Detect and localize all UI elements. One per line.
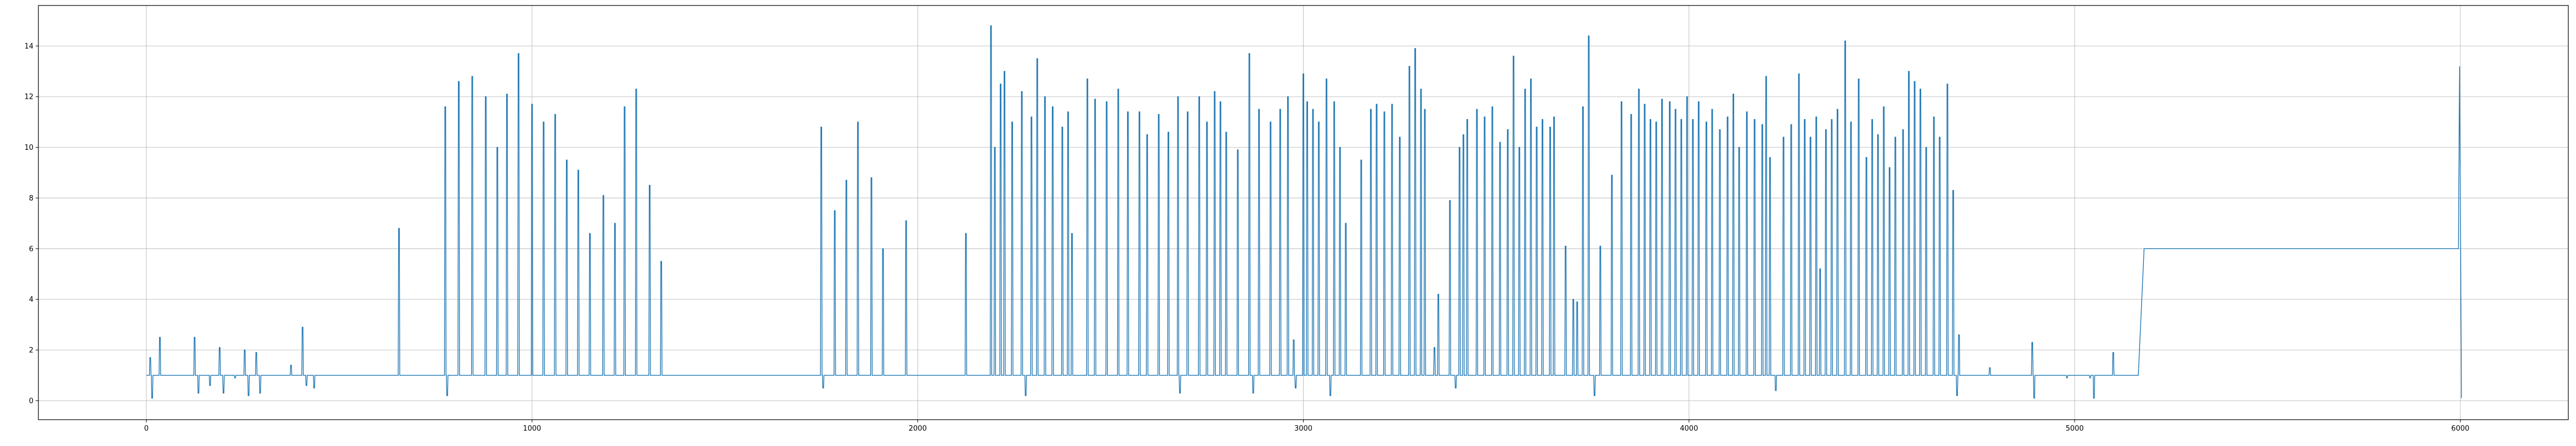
series-line: [146, 25, 2462, 399]
y-tick-label: 2: [29, 347, 33, 355]
axis-ticks: 0 1000 2000 3000 4000 5000 6000 0 2 4 6 8 10 12 14: [24, 42, 2469, 433]
grid-lines: [38, 5, 2568, 420]
y-tick-label: 10: [24, 144, 33, 152]
x-tick-label: 5000: [2065, 425, 2084, 433]
x-tick-label: 0: [144, 425, 149, 433]
x-tick-label: 2000: [909, 425, 927, 433]
y-tick-label: 14: [24, 42, 33, 50]
y-tick-label: 6: [29, 245, 33, 253]
y-tick-label: 0: [29, 397, 33, 405]
y-tick-label: 8: [29, 194, 33, 202]
x-tick-label: 6000: [2452, 425, 2470, 433]
x-tick-label: 3000: [1294, 425, 1312, 433]
y-tick-label: 12: [24, 93, 33, 101]
data-series: [146, 25, 2462, 399]
x-tick-label: 1000: [523, 425, 541, 433]
x-tick-label: 4000: [1680, 425, 1698, 433]
y-tick-label: 4: [29, 296, 33, 304]
